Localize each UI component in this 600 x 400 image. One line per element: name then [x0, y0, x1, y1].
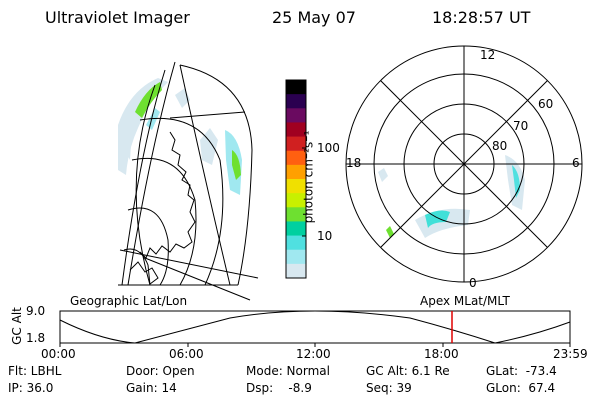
door-info: Door: Open: [126, 364, 195, 378]
alt-min-label: 1.8: [26, 331, 46, 345]
glon-info: GLon: 67.4: [486, 381, 556, 395]
alt-axis-label: GC Alt: [9, 307, 24, 345]
mlt-label-12: 12: [480, 48, 496, 62]
colorbar-segment: [286, 122, 306, 138]
lat-label-80: 80: [492, 139, 508, 153]
colorbar-segment: [286, 263, 306, 279]
lat-label-60: 60: [538, 97, 554, 111]
colorbar-segment: [286, 179, 306, 194]
colorbar-segment: [286, 136, 306, 152]
gc-alt-info: GC Alt: 6.1 Re: [366, 364, 450, 378]
geo-panel-label: Geographic Lat/Lon: [70, 294, 188, 308]
colorbar-segment: [286, 108, 306, 123]
mlt-label-0: 0: [469, 276, 477, 290]
alt-max-label: 9.0: [26, 304, 46, 318]
gain-info: Gain: 14: [126, 381, 177, 395]
colorbar-segment: [286, 221, 306, 237]
polar-panel-label: Apex MLat/MLT: [420, 294, 510, 308]
altitude-strip: [59, 310, 571, 347]
lat-label-70: 70: [513, 119, 529, 133]
colorbar-segment: [286, 80, 306, 95]
mlt-label-18: 18: [346, 156, 362, 170]
colorbar-segment: [286, 150, 306, 166]
colorbar-segment: [286, 249, 306, 265]
colorbar-segment: [286, 94, 306, 109]
time-tick-2359: 23:59: [553, 347, 588, 361]
aurora-emission-geo: [118, 78, 242, 195]
seq-info: Seq: 39: [366, 381, 412, 395]
colorbar-segment: [286, 164, 306, 180]
geographic-map-panel: [118, 61, 259, 301]
time-tick-1800: 18:00: [424, 347, 459, 361]
colorbar: [285, 79, 307, 279]
aurora-emission-polar: [378, 155, 525, 238]
colorbar-frame: [285, 79, 307, 279]
polar-mlat-mlt-panel: [345, 45, 583, 283]
colorbar-segment: [286, 207, 306, 222]
time-tick-0000: 00:00: [41, 347, 76, 361]
flt-info: Flt: LBHL: [8, 364, 62, 378]
time-tick-0600: 06:00: [169, 347, 204, 361]
colorbar-segment: [286, 193, 306, 208]
instrument-title: Ultraviolet Imager: [45, 8, 190, 27]
mlt-label-6: 6: [572, 156, 580, 170]
date-label: 25 May 07: [272, 8, 356, 27]
mode-info: Mode: Normal: [246, 364, 330, 378]
colorbar-tick-10: 10: [317, 229, 333, 243]
colorbar-segment: [286, 235, 306, 251]
colorbar-unit-label: photon cm⁻²s⁻¹: [301, 130, 316, 224]
time-tick-1200: 12:00: [296, 347, 331, 361]
colorbar-tick-100: 100: [317, 141, 340, 155]
dsp-info: Dsp: -8.9: [246, 381, 312, 395]
ip-info: IP: 36.0: [8, 381, 54, 395]
time-label: 18:28:57 UT: [432, 8, 531, 27]
glat-info: GLat: -73.4: [486, 364, 557, 378]
